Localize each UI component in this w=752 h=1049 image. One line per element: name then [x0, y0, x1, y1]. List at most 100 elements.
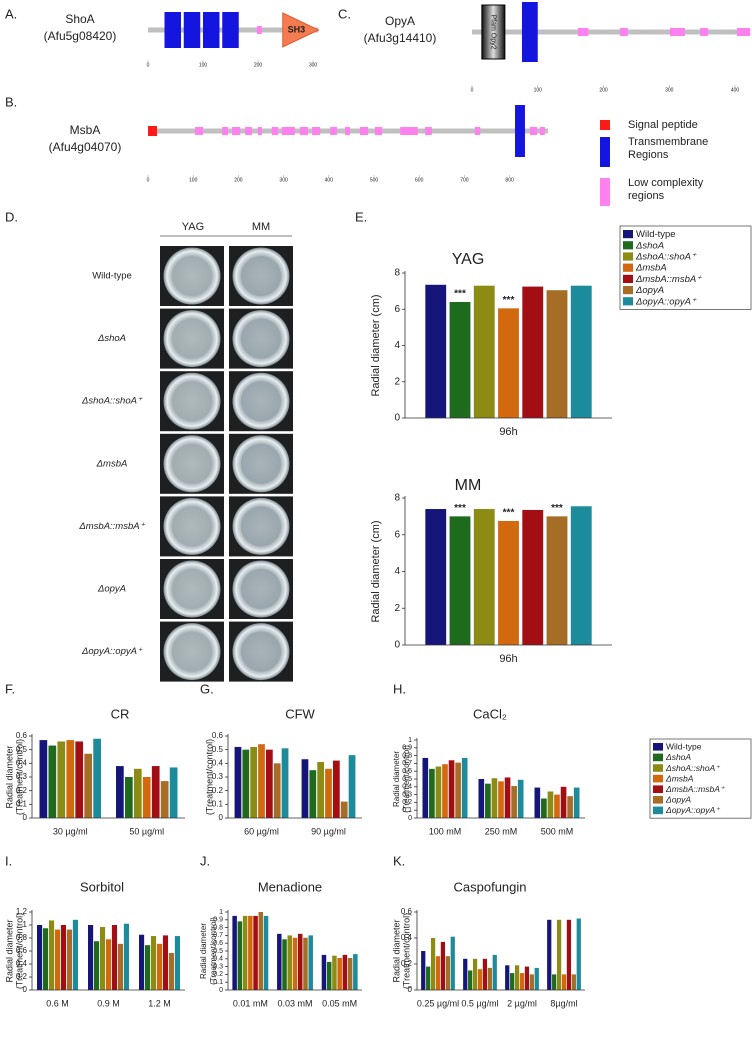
bar	[556, 919, 562, 990]
legend-label: ΔshoA::shoA⁺	[665, 763, 721, 773]
bar	[491, 778, 498, 818]
bar	[156, 943, 163, 990]
pfam-domain	[481, 4, 506, 60]
panel-label: A.	[5, 6, 17, 21]
bar	[430, 938, 436, 990]
y-tick-label: 0.6	[212, 731, 224, 740]
bar	[342, 954, 348, 990]
y-tick-label: 0.4	[16, 758, 28, 767]
y-axis-label: (Treatment/control)	[14, 913, 24, 989]
bar	[111, 925, 118, 990]
chart-title: Caspofungin	[454, 879, 527, 894]
low-complexity-region	[299, 127, 309, 135]
bar	[463, 958, 468, 990]
low-complexity-region	[256, 26, 262, 34]
column-header: MM	[252, 221, 270, 233]
axis-tick-label: 100	[534, 87, 543, 93]
significance-label: ***	[503, 508, 515, 519]
axis-tick-label: 200	[234, 177, 243, 183]
chart-title: CR	[111, 706, 130, 721]
low-complexity-region	[539, 127, 545, 135]
bar	[492, 954, 497, 990]
legend-swatch	[623, 297, 633, 306]
axis-tick-label: 800	[505, 177, 514, 183]
bar	[473, 285, 495, 418]
low-complexity-region	[425, 127, 432, 135]
y-tick-label: 0.5	[213, 948, 223, 955]
bar	[498, 781, 504, 818]
bar	[450, 936, 455, 990]
low-complexity-region	[529, 127, 538, 135]
y-axis-label: Radial diameter (cm)	[370, 294, 382, 396]
y-axis-label: Radial diameter	[4, 745, 14, 808]
bar	[117, 943, 124, 990]
bar	[472, 958, 478, 990]
bar	[561, 974, 567, 990]
bar	[547, 919, 552, 990]
y-tick-label: 1.2	[16, 907, 28, 916]
protein-locus: (Afu5g08420)	[44, 29, 117, 43]
axis-tick-label: 500	[370, 177, 379, 183]
low-complexity-region	[345, 127, 351, 135]
x-tick-label: 0.5 µg/ml	[461, 998, 498, 1008]
bar	[560, 786, 567, 818]
legend-label: Low complexity regions	[628, 177, 704, 202]
y-tick-label: 0	[408, 985, 413, 994]
y-tick-label: 6	[394, 529, 400, 540]
bar	[234, 746, 242, 818]
row-label: ΔmsbA::msbA⁺	[78, 521, 145, 532]
legend-swatch	[623, 286, 633, 295]
panel-label: C.	[338, 6, 351, 21]
colony	[241, 569, 281, 609]
colony	[241, 631, 281, 672]
chart-title: Sorbitol	[80, 879, 124, 894]
low-complexity-region	[222, 127, 229, 135]
low-complexity-region	[257, 127, 262, 135]
bar	[477, 969, 483, 990]
bar	[303, 937, 308, 990]
protein-locus: (Afu3g14410)	[364, 31, 437, 45]
x-tick-label: 0.9 M	[97, 998, 120, 1008]
bar	[93, 941, 100, 990]
bar	[504, 777, 511, 818]
y-tick-label: 0.6	[402, 768, 412, 775]
bar	[485, 783, 491, 818]
bar	[301, 759, 309, 818]
significance-label: ***	[503, 295, 515, 306]
bar	[353, 954, 358, 990]
bar	[422, 757, 429, 818]
low-complexity-region	[474, 127, 481, 135]
legend-swatch	[623, 274, 633, 283]
bar	[517, 779, 524, 818]
bar	[547, 791, 554, 818]
bar	[461, 757, 468, 818]
low-complexity-region	[669, 28, 686, 36]
y-tick-label: 0.4	[402, 784, 412, 791]
bar	[124, 777, 133, 818]
colony	[172, 506, 212, 547]
bar	[573, 787, 580, 818]
axis-tick-label: 300	[309, 62, 318, 68]
legend-label: ΔshoA	[665, 752, 691, 762]
y-tick-label: 0	[219, 987, 223, 994]
y-tick-label: 0.3	[213, 963, 223, 970]
transmembrane-region	[521, 2, 538, 62]
panel-label: F.	[5, 681, 15, 696]
bar	[116, 766, 124, 818]
pfam-label: Pfam Opy2	[490, 14, 497, 49]
bar	[576, 918, 581, 990]
bar	[105, 939, 112, 990]
axis-tick-label: 400	[325, 177, 334, 183]
bar	[273, 763, 281, 818]
axis-tick-label: 0	[147, 177, 150, 183]
x-tick-label: 96h	[499, 653, 517, 665]
y-tick-label: 0.2	[401, 959, 413, 968]
bar	[546, 516, 568, 645]
panel-label: E.	[355, 209, 367, 224]
bar	[60, 925, 67, 990]
panel-label: I.	[5, 853, 12, 868]
y-tick-label: 1	[408, 737, 412, 744]
low-complexity-region	[245, 127, 252, 135]
legend-label: ΔopyA	[665, 795, 691, 805]
